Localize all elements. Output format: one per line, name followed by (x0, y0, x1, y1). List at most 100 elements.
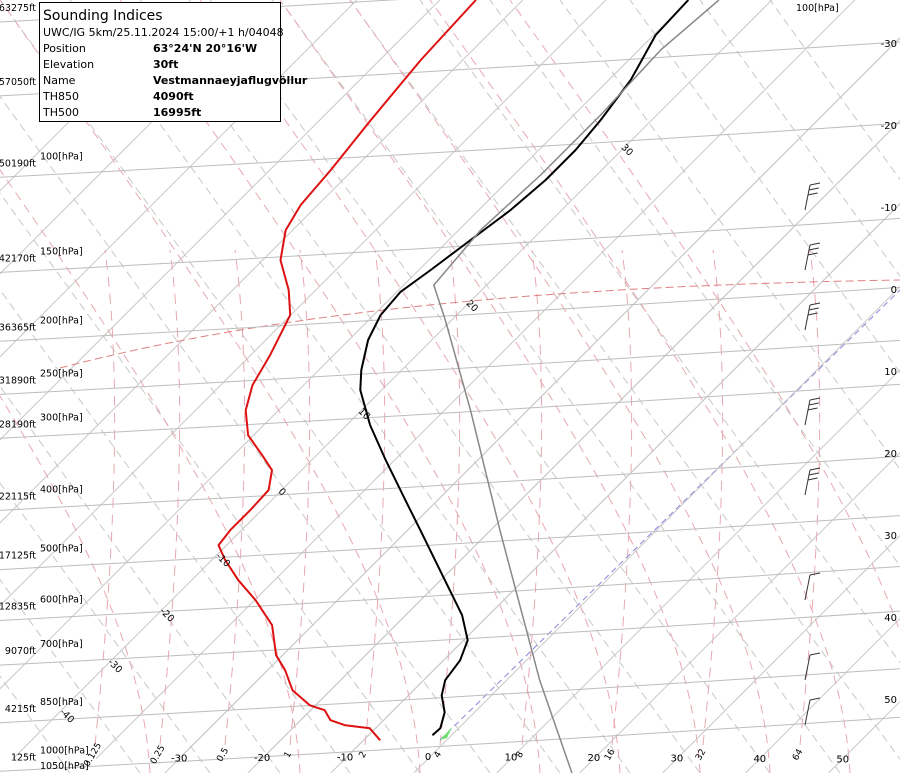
isobar (0, 716, 900, 772)
mixing-ratio-line (521, 249, 543, 746)
info-subtitle: UWC/IG 5km/25.11.2024 15:00/+1 h/04048 (43, 26, 284, 39)
dry-adiabat (0, 95, 491, 773)
barb-flag (809, 652, 821, 656)
x-tick-label: 0 (425, 752, 431, 763)
info-value: 16995ft (153, 106, 201, 119)
dry-adiabat (279, 0, 841, 773)
moist-adiabat (509, 0, 900, 634)
right-scale-label: -20 (881, 121, 897, 132)
isotherm (330, 203, 900, 773)
wind-barb (804, 302, 821, 331)
pressure-label-top: 100[hPa] (796, 3, 839, 14)
info-key: TH850 (42, 90, 79, 103)
pressure-label: 850[hPa] (40, 697, 83, 708)
dry-adiabat (0, 482, 211, 773)
info-key: Position (43, 42, 86, 55)
y-tick-label: 36365ft (0, 322, 36, 333)
data-layer (217, 0, 720, 773)
isotherm-extra (0, 0, 275, 275)
isobar (0, 668, 900, 724)
barb-staff (804, 469, 811, 496)
pressure-label: 300[hPa] (40, 412, 83, 423)
x-tick-label: -10 (337, 753, 353, 764)
adiabat-label: -40 (57, 707, 76, 726)
barb-flag (807, 407, 818, 411)
x-tick-label: 10 (505, 753, 518, 764)
mixing-ratio-line (94, 249, 116, 746)
y-tick-label: 42170ft (0, 253, 36, 264)
dry-adiabat (769, 0, 900, 181)
barb-staff (804, 304, 811, 331)
mixing-ratio-line (439, 249, 461, 746)
barb-flag (808, 307, 819, 311)
info-title: Sounding Indices (43, 8, 163, 24)
wind-barb (804, 572, 821, 601)
moist-adiabat (349, 0, 771, 773)
dry-adiabat (629, 0, 900, 374)
pressure-label: 100[hPa] (40, 151, 83, 162)
right-scale-label: 20 (884, 449, 897, 460)
mixing-ratio-line (159, 249, 181, 746)
right-scale-label: 10 (884, 367, 897, 378)
pressure-label: 600[hPa] (40, 594, 83, 605)
barb-flag (807, 192, 818, 196)
isobar (0, 515, 900, 571)
adiabat-label: -20 (157, 606, 176, 625)
barb-flag (809, 397, 821, 401)
dry-adiabat (419, 0, 900, 664)
moist-adiabat (0, 395, 151, 773)
mixing-ratio-line (702, 249, 724, 746)
info-box: Sounding Indices UWC/IG 5km/25.11.2024 1… (39, 2, 308, 122)
right-scale-label: 30 (884, 531, 897, 542)
sounding-curve (433, 0, 720, 773)
barb-staff (804, 244, 811, 271)
y-tick-label: 28190ft (0, 419, 36, 430)
station-arrow (440, 727, 452, 740)
adiabat-label: 30 (619, 142, 635, 158)
isotherm-extra (12, 0, 773, 760)
mixing-ratio-label: 0.5 (215, 746, 231, 763)
pressure-label: 700[hPa] (40, 639, 83, 650)
info-key: Name (43, 74, 76, 87)
x-tick-label: 20 (588, 753, 601, 764)
mixing-ratio-line (289, 249, 311, 746)
info-frame (39, 2, 281, 122)
info-value: 63°24'N 20°16'W (153, 42, 257, 55)
y-tick-label: 4215ft (5, 704, 36, 715)
barb-flag (809, 572, 821, 576)
mixing-ratio-label: 4 (433, 750, 445, 760)
dry-adiabat (699, 0, 900, 277)
y-tick-label: 22115ft (0, 491, 36, 502)
mixing-ratio-line (799, 249, 821, 746)
dry-adiabat (139, 0, 701, 773)
mixing-ratio-label: 8 (515, 750, 527, 760)
isobar (0, 122, 900, 178)
x-tick-label: 30 (670, 754, 683, 765)
mixing-ratio-label: 64 (791, 747, 806, 762)
barb-staff (804, 699, 811, 726)
pressure-label: 500[hPa] (40, 544, 83, 555)
dry-adiabat (0, 385, 281, 773)
isotherm-extra (0, 0, 607, 607)
barb-flag (808, 402, 819, 406)
pressure-label: 400[hPa] (40, 484, 83, 495)
isobar (0, 217, 900, 273)
barb-flag (807, 477, 818, 481)
dry-adiabat (209, 0, 771, 773)
y-tick-label: 63275ft (0, 3, 36, 14)
right-scale-label: -30 (881, 39, 897, 50)
barb-flag (809, 242, 821, 246)
isotherm (496, 369, 900, 773)
isobar (0, 565, 900, 621)
moist-adiabat (199, 0, 621, 773)
isobar (0, 383, 900, 439)
wind-barb (804, 467, 821, 496)
right-scale-label: 40 (884, 613, 897, 624)
isotherm (745, 617, 900, 773)
info-value: 30ft (153, 58, 178, 71)
x-tick-label: -30 (171, 754, 187, 765)
info-key: Elevation (43, 58, 94, 71)
